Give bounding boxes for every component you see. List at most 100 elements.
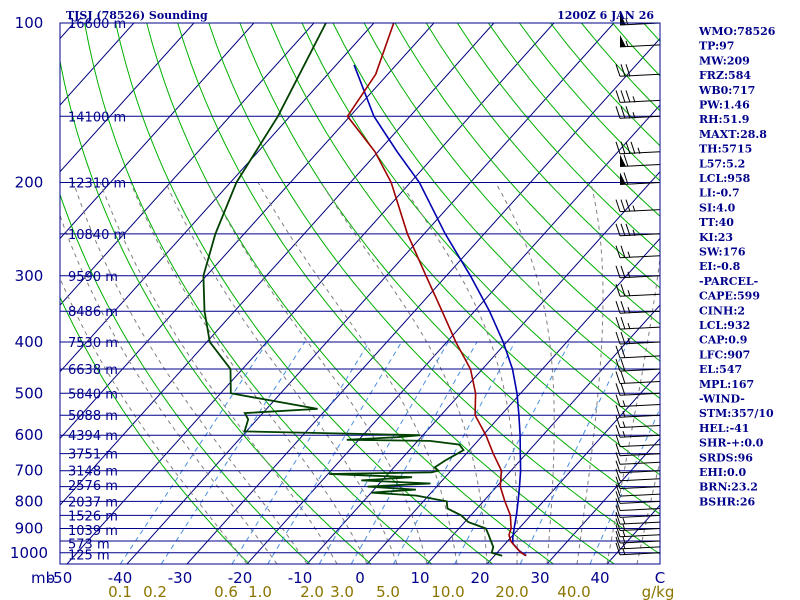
wind-barb: [615, 460, 661, 474]
dry-adiabat: [270, 23, 660, 476]
background-grid: [60, 23, 800, 564]
height-label: 16600 m: [68, 17, 126, 32]
index-value: WB0:717: [698, 84, 755, 97]
moist-adiabat: [576, 182, 604, 564]
mixing-ratio-line: [231, 341, 370, 564]
isotherm-line: [66, 23, 555, 564]
index-value: BRN:23.2: [699, 481, 758, 494]
height-label: 5088 m: [68, 409, 118, 424]
index-value: L57:5.2: [699, 157, 745, 170]
moist-adiabat: [165, 182, 398, 564]
height-label: 1526 m: [68, 509, 118, 524]
temperature-tick-label: -50: [48, 569, 73, 587]
mixing-ratio-tick-label: 2.0: [300, 583, 324, 600]
wind-barb: [615, 199, 661, 213]
moist-adiabat: [636, 458, 660, 564]
wind-barb: [615, 476, 661, 490]
index-value: STM:357/10: [699, 407, 774, 420]
index-value: SI:4.0: [699, 201, 736, 214]
index-value: SHR-+:0.0: [699, 437, 764, 450]
isotherm-line: [486, 371, 660, 564]
height-label: 12310 m: [68, 177, 126, 192]
temperature-tick-label: -30: [168, 569, 193, 587]
index-value: MPL:167: [699, 378, 754, 391]
height-label: 5840 m: [68, 387, 118, 402]
index-value: CINH:2: [699, 304, 745, 317]
temperature-tick-label: -20: [228, 569, 253, 587]
temperature-tick-label: 20: [470, 569, 489, 587]
height-label: 3148 m: [68, 465, 118, 480]
dry-adiabat: [84, 23, 433, 564]
wind-barb: [615, 64, 661, 77]
dry-adiabat: [115, 23, 493, 564]
height-label: 6638 m: [68, 363, 118, 378]
mixing-ratio-tick-label: 1.0: [248, 583, 272, 600]
index-value: WMO:78526: [698, 25, 776, 38]
wind-barb: [615, 301, 661, 314]
pressure-tick-label: 700: [15, 462, 44, 480]
index-value: BSHR:26: [699, 495, 755, 508]
index-value: MW:209: [699, 54, 750, 67]
pressure-tick-label: 100: [15, 14, 44, 32]
temperature-tick-label: 40: [590, 569, 609, 587]
wind-barb: [615, 511, 661, 525]
index-value: RH:51.9: [699, 113, 749, 126]
mixing-ratio-tick-label: 5.0: [376, 583, 400, 600]
mb-unit-label: mb: [31, 569, 55, 587]
wind-barb: [615, 524, 661, 538]
index-value: SRDS:96: [699, 451, 753, 464]
wind-barb: [615, 223, 661, 237]
temperature-tick-label: -10: [288, 569, 313, 587]
temperature-tick-label: 0: [355, 569, 365, 587]
sounding-title: TJSJ (78526) Sounding: [66, 9, 208, 22]
mixing-ratio-tick-label: 0.6: [214, 583, 238, 600]
isotherm-line: [126, 23, 615, 564]
index-value: EI:-0.8: [699, 260, 741, 273]
pressure-tick-label: 800: [15, 492, 44, 510]
height-label: 573 m: [68, 537, 110, 552]
moist-adiabat: [320, 182, 488, 564]
isotherm-line: [60, 23, 315, 306]
dry-adiabat: [456, 23, 660, 253]
dry-adiabat: [332, 23, 660, 400]
index-value: LFC:907: [699, 348, 750, 361]
wind-barb: [619, 154, 661, 167]
index-value: SW:176: [699, 246, 746, 259]
wind-barb: [615, 443, 661, 457]
pressure-tick-label: 600: [15, 426, 44, 444]
dry-adiabat: [208, 23, 660, 555]
isotherm-line: [246, 104, 660, 564]
index-value: MAXT:28.8: [699, 128, 767, 141]
wind-barb: [615, 536, 661, 550]
isotherm-line: [546, 437, 660, 564]
sounding-time: 1200Z 6 JAN 26: [557, 9, 654, 22]
pressure-tick-label: 400: [15, 333, 44, 351]
mixing-ratio-line: [589, 407, 660, 564]
index-value: EHI:0.0: [699, 466, 746, 479]
wind-barb: [615, 106, 661, 119]
plot-frame: [59, 22, 661, 565]
dry-adiabat: [60, 58, 372, 564]
index-value: LCL:932: [699, 319, 750, 332]
dry-adiabat: [177, 23, 615, 564]
wind-barb: [615, 284, 661, 297]
moist-adiabat: [99, 182, 338, 564]
index-value: EL:547: [699, 363, 742, 376]
wind-barb: [615, 316, 661, 330]
index-value: KI:23: [699, 231, 733, 244]
dry-adiabat: [768, 23, 800, 564]
wind-barb: [615, 141, 661, 155]
dry-adiabat: [146, 23, 554, 564]
dry-adiabat: [60, 296, 250, 564]
wind-barb: [615, 331, 661, 345]
dry-adiabat: [239, 23, 660, 515]
height-label: 1039 m: [68, 524, 118, 539]
index-value: TP:97: [699, 40, 734, 53]
index-value: FRZ:584: [699, 69, 751, 82]
moist-adiabat: [399, 182, 518, 564]
mixing-ratio-tick-label: 10.0: [431, 583, 464, 600]
pressure-tick-label: 1000: [10, 544, 48, 562]
dry-adiabat: [363, 23, 660, 362]
